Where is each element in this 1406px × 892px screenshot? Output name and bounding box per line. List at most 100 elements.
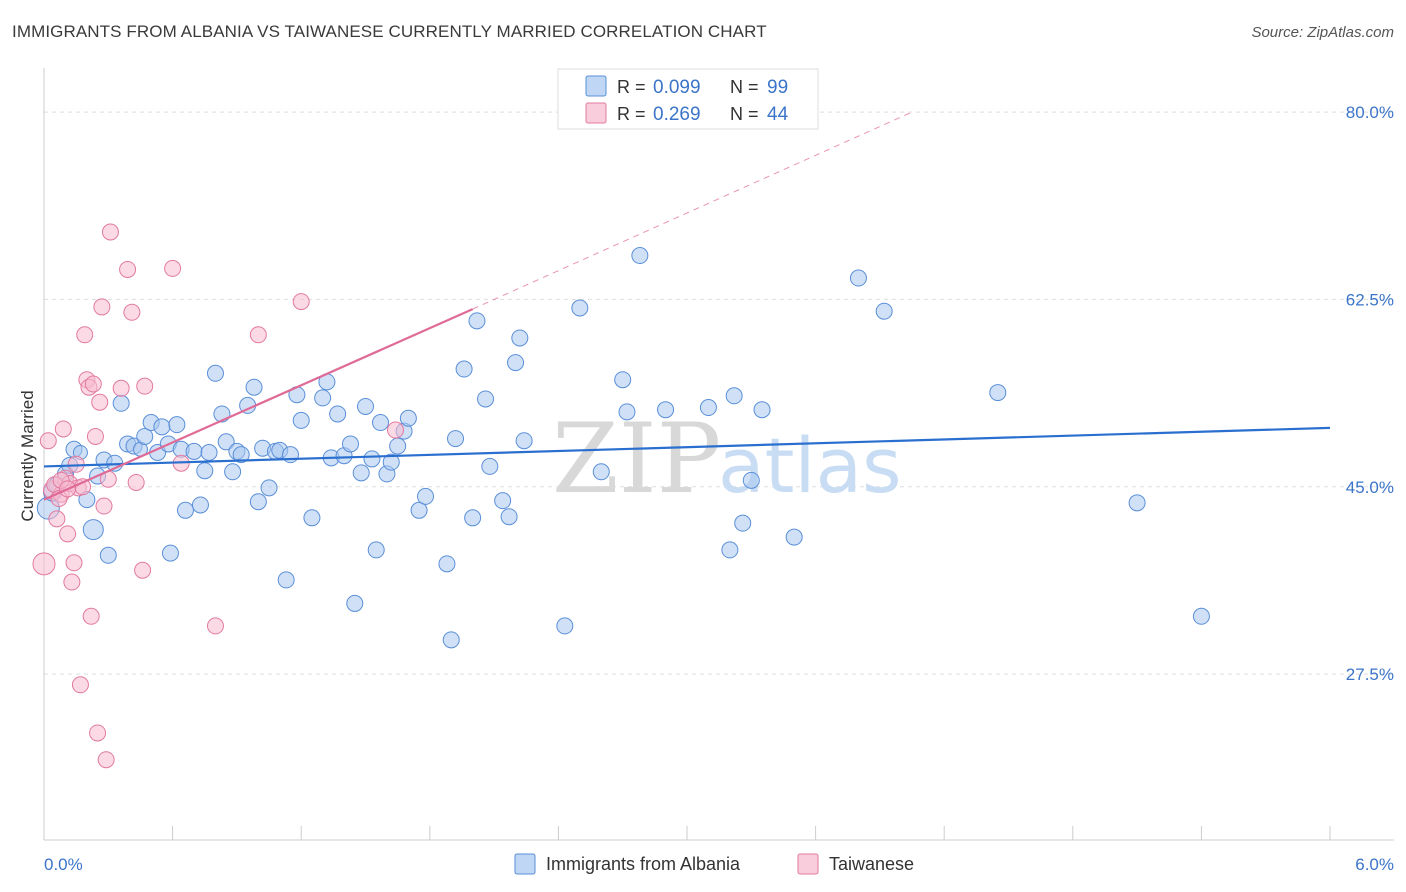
albania-point-81 bbox=[572, 300, 588, 316]
taiwanese-point-1 bbox=[40, 433, 56, 449]
albania-point-71 bbox=[465, 510, 481, 526]
bottom-legend-label-taiwanese: Taiwanese bbox=[829, 854, 914, 874]
taiwanese-point-33 bbox=[137, 378, 153, 394]
scatter-chart: ZIP atlas 80.0%62.5%45.0%27.5% 0.0% 6.0%… bbox=[0, 0, 1406, 892]
albania-point-94 bbox=[850, 270, 866, 286]
albania-point-83 bbox=[615, 372, 631, 388]
albania-point-33 bbox=[225, 464, 241, 480]
albania-point-38 bbox=[250, 494, 266, 510]
albania-point-55 bbox=[353, 465, 369, 481]
albania-point-92 bbox=[754, 402, 770, 418]
albania-point-69 bbox=[448, 431, 464, 447]
taiwanese-point-20 bbox=[87, 428, 103, 444]
taiwanese-point-3 bbox=[49, 511, 65, 527]
legend-swatch-albania bbox=[586, 76, 606, 96]
taiwanese-point-10 bbox=[66, 555, 82, 571]
taiwanese-point-31 bbox=[128, 474, 144, 490]
albania-point-28 bbox=[197, 463, 213, 479]
albania-point-23 bbox=[169, 417, 185, 433]
albania-point-58 bbox=[368, 542, 384, 558]
y-tick-labels: 80.0% 62.5% 45.0% 27.5% bbox=[1346, 103, 1394, 684]
albania-point-40 bbox=[261, 480, 277, 496]
albania-point-66 bbox=[418, 488, 434, 504]
albania-point-22 bbox=[162, 545, 178, 561]
albania-point-86 bbox=[658, 402, 674, 418]
series-legend: Immigrants from Albania Taiwanese bbox=[515, 854, 914, 874]
y-tick-label-2: 45.0% bbox=[1346, 478, 1394, 497]
albania-point-13 bbox=[113, 395, 129, 411]
albania-point-30 bbox=[207, 365, 223, 381]
albania-point-51 bbox=[330, 406, 346, 422]
albania-point-82 bbox=[593, 464, 609, 480]
taiwanese-point-13 bbox=[72, 677, 88, 693]
taiwanese-point-28 bbox=[113, 380, 129, 396]
bottom-legend-label-albania: Immigrants from Albania bbox=[546, 854, 741, 874]
albania-point-79 bbox=[516, 433, 532, 449]
albania-point-76 bbox=[501, 509, 517, 525]
albania-point-87 bbox=[700, 400, 716, 416]
albania-point-64 bbox=[400, 410, 416, 426]
albania-point-46 bbox=[293, 412, 309, 428]
albania-point-62 bbox=[390, 438, 406, 454]
albania-point-72 bbox=[469, 313, 485, 329]
albania-point-68 bbox=[443, 632, 459, 648]
albania-point-78 bbox=[512, 330, 528, 346]
albania-point-93 bbox=[786, 529, 802, 545]
x-tick-label-max: 6.0% bbox=[1355, 855, 1394, 874]
albania-point-84 bbox=[619, 404, 635, 420]
taiwanese-point-9 bbox=[64, 574, 80, 590]
albania-point-95 bbox=[876, 303, 892, 319]
albania-point-56 bbox=[358, 398, 374, 414]
bottom-legend-swatch-taiwanese bbox=[798, 854, 818, 874]
taiwanese-point-5 bbox=[55, 421, 71, 437]
albania-point-96 bbox=[990, 385, 1006, 401]
legend-r-value-albania: 0.099 bbox=[653, 77, 701, 98]
taiwanese-point-38 bbox=[293, 294, 309, 310]
y-axis-title: Currently Married bbox=[18, 390, 37, 521]
albania-point-43 bbox=[278, 572, 294, 588]
legend-r-label-albania: R = bbox=[617, 77, 646, 97]
albania-point-37 bbox=[246, 379, 262, 395]
taiwanese-point-25 bbox=[98, 752, 114, 768]
taiwanese-point-23 bbox=[94, 299, 110, 315]
albania-point-59 bbox=[373, 415, 389, 431]
taiwanese-point-34 bbox=[165, 260, 181, 276]
albania-point-48 bbox=[315, 390, 331, 406]
gridlines bbox=[44, 112, 1394, 674]
albania-point-67 bbox=[439, 556, 455, 572]
watermark-zip: ZIP bbox=[552, 403, 721, 515]
correlation-legend: R = 0.099 N = 99 R = 0.269 N = 44 bbox=[558, 69, 818, 129]
albania-point-53 bbox=[342, 436, 358, 452]
albania-point-77 bbox=[508, 355, 524, 371]
legend-n-value-albania: 99 bbox=[767, 77, 788, 98]
watermark-atlas: atlas bbox=[718, 421, 902, 510]
albania-point-85 bbox=[632, 248, 648, 264]
albania-point-11 bbox=[100, 547, 116, 563]
legend-n-label-taiwanese: N = bbox=[730, 104, 759, 124]
taiwanese-point-19 bbox=[85, 376, 101, 392]
watermark: ZIP atlas bbox=[552, 403, 902, 515]
taiwanese-point-0 bbox=[33, 553, 55, 575]
albania-point-47 bbox=[304, 510, 320, 526]
albania-point-97 bbox=[1129, 495, 1145, 511]
albania-point-75 bbox=[495, 493, 511, 509]
legend-n-label-albania: N = bbox=[730, 77, 759, 97]
albania-point-98 bbox=[1193, 608, 1209, 624]
albania-point-25 bbox=[177, 502, 193, 518]
taiwanese-point-21 bbox=[90, 725, 106, 741]
albania-point-26 bbox=[186, 443, 202, 459]
legend-swatch-taiwanese bbox=[586, 103, 606, 123]
taiwanese-point-24 bbox=[96, 498, 112, 514]
y-tick-label-0: 80.0% bbox=[1346, 103, 1394, 122]
bottom-legend-swatch-albania bbox=[515, 854, 535, 874]
albania-point-54 bbox=[347, 595, 363, 611]
taiwanese-point-39 bbox=[388, 422, 404, 438]
y-tick-label-3: 27.5% bbox=[1346, 665, 1394, 684]
albania-point-29 bbox=[201, 445, 217, 461]
taiwanese-point-36 bbox=[207, 618, 223, 634]
albania-point-90 bbox=[735, 515, 751, 531]
taiwanese-trend-extension bbox=[473, 112, 912, 309]
albania-point-8 bbox=[83, 520, 103, 540]
taiwanese-point-30 bbox=[124, 304, 140, 320]
albania-point-91 bbox=[743, 472, 759, 488]
